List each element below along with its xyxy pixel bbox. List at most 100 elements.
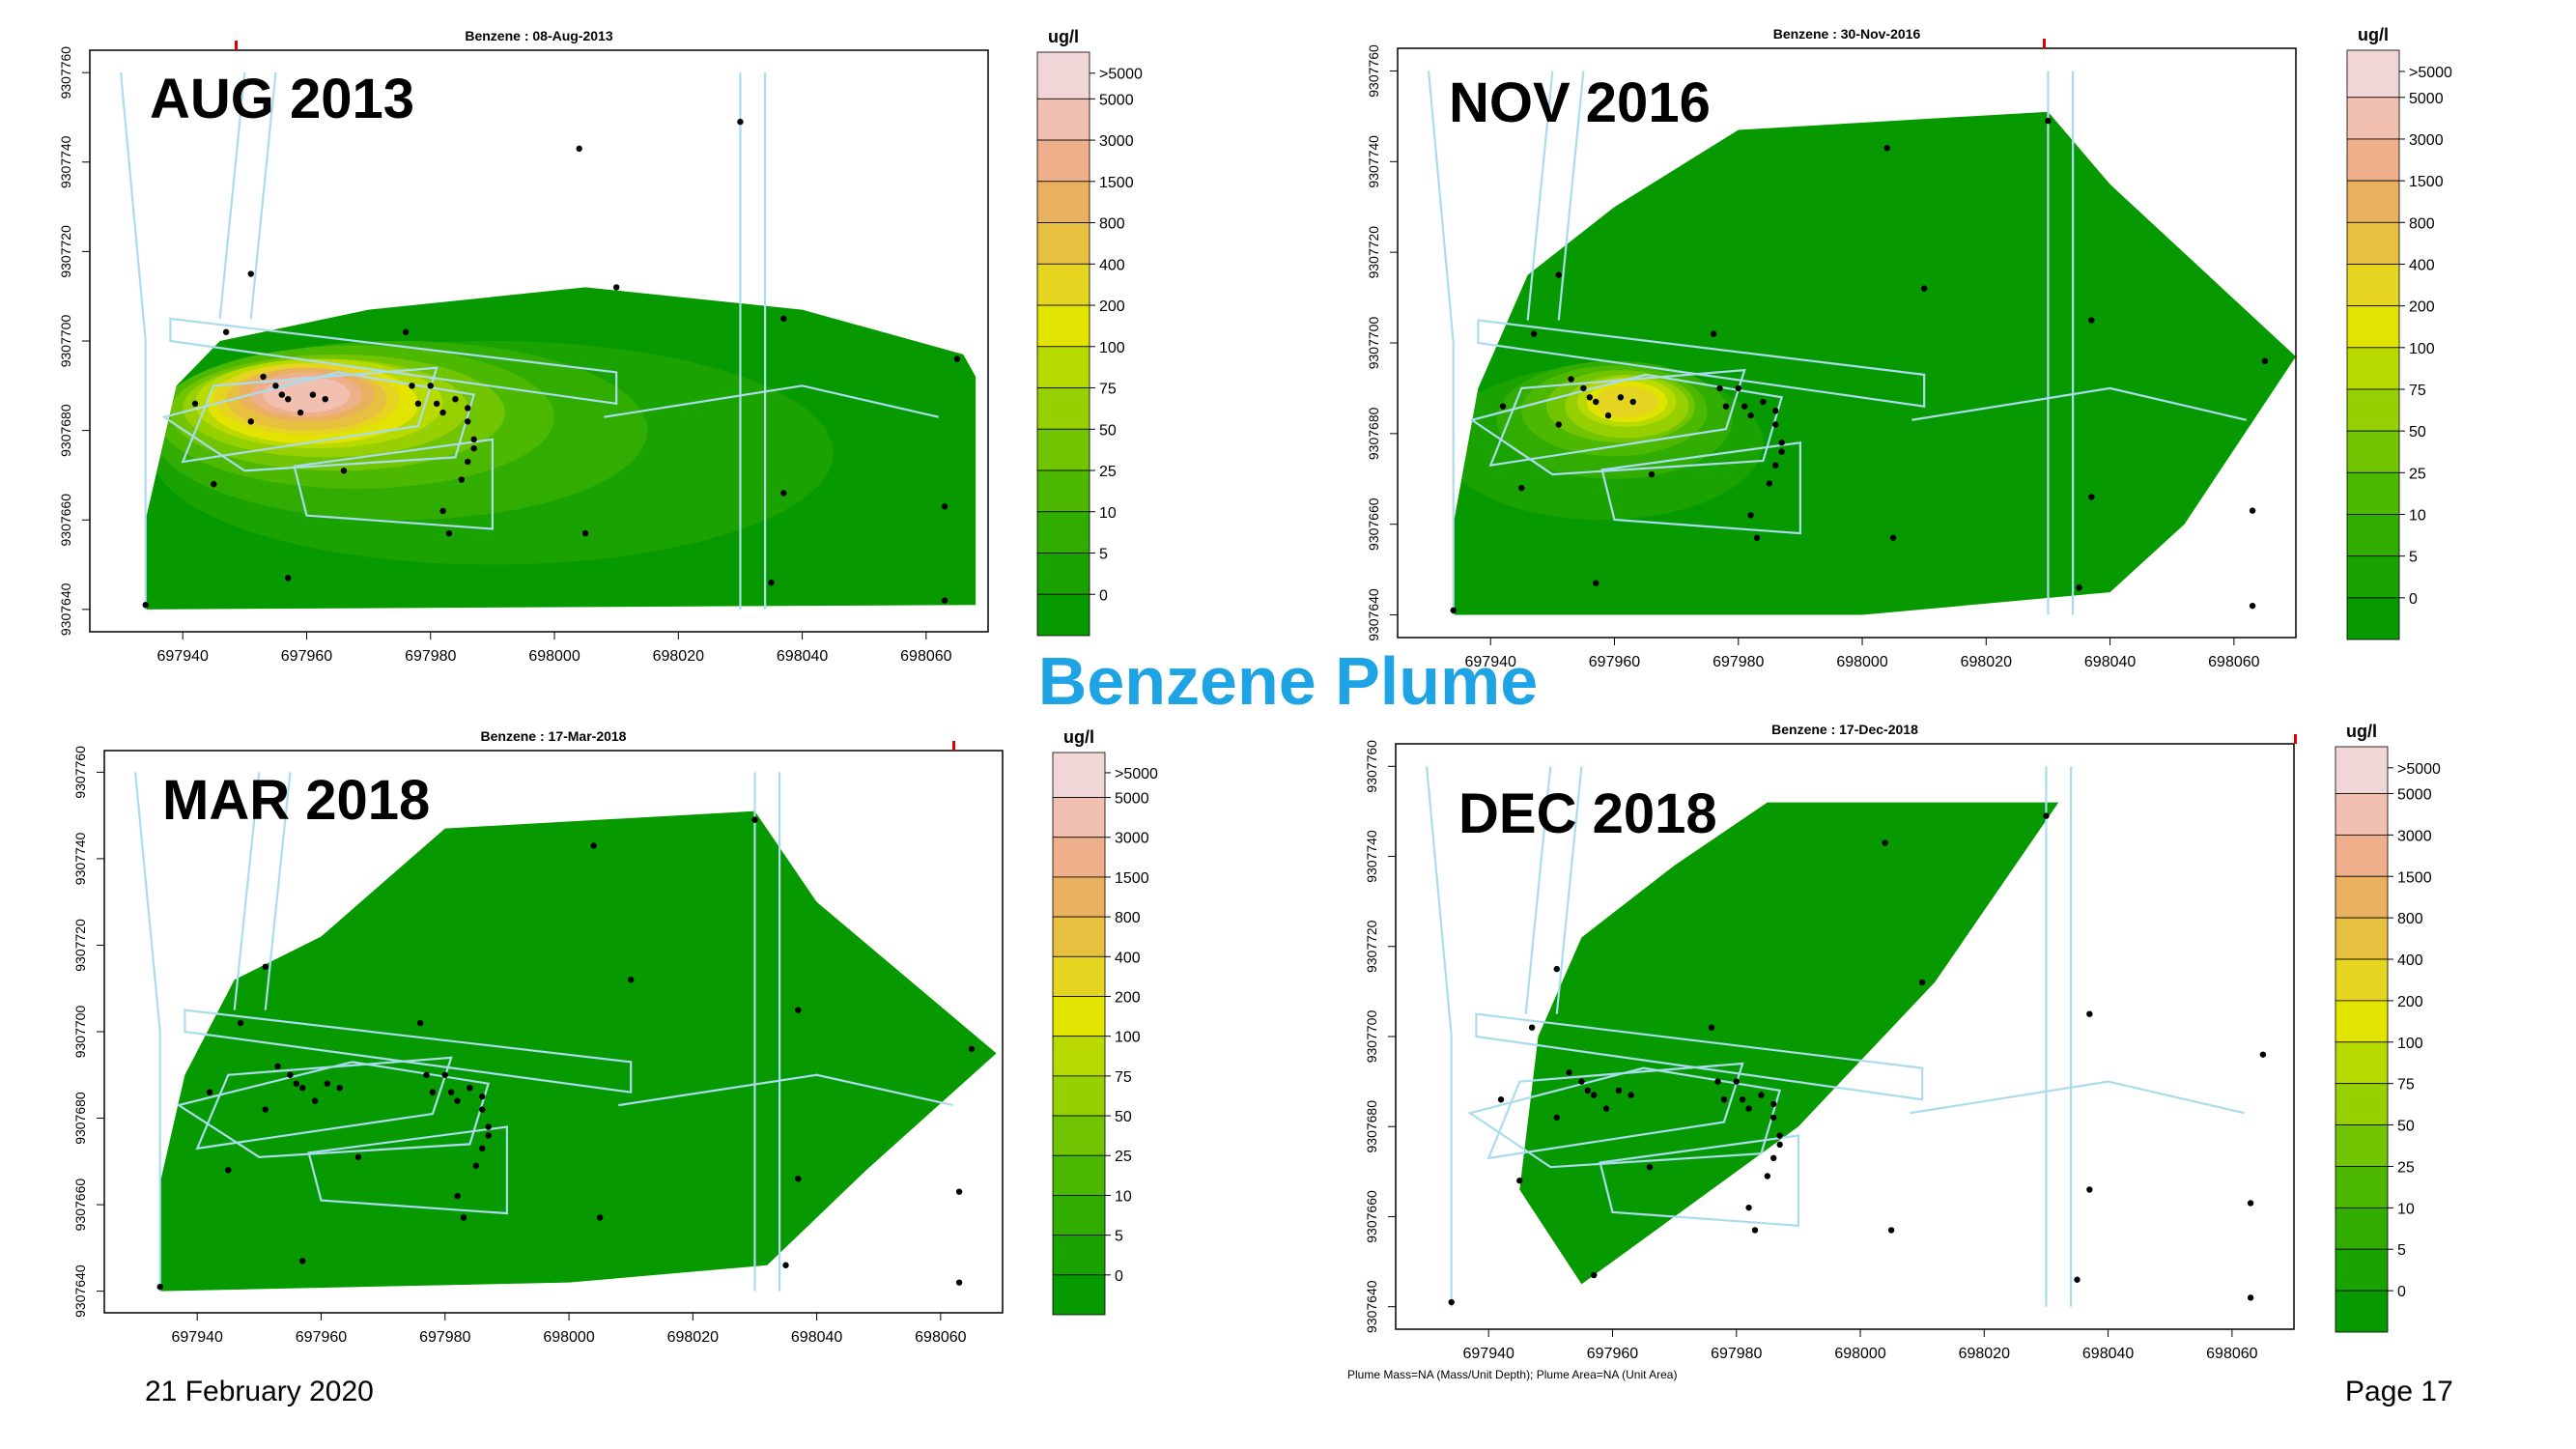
x-tick-label: 698040 [777,648,828,665]
legend-swatch [2346,597,2400,640]
monitoring-well [1604,412,1612,419]
legend-level-label: 5000 [2409,91,2444,107]
monitoring-well [479,1093,486,1100]
monitoring-well [272,383,279,389]
legend-swatch [1036,304,1090,348]
site-outline [119,72,939,610]
site-outline [1524,766,1583,1014]
monitoring-well [1745,1204,1752,1211]
legend-swatch [1036,346,1090,388]
monitoring-well [1735,384,1741,392]
monitoring-well [795,1007,802,1013]
monitoring-well [467,1085,473,1092]
monitoring-well [324,1080,331,1087]
monitoring-well [1450,607,1457,614]
y-tick-label: 9307640 [1364,1280,1379,1333]
plume-contours [1453,360,1764,521]
monitoring-well [237,1019,244,1027]
site-outline [133,772,953,1292]
site-outline [1427,71,2247,615]
monitoring-well [1578,1078,1585,1085]
monitoring-well [1741,403,1748,410]
legend-level-label: 25 [1115,1149,1132,1165]
monitoring-well [1760,398,1767,406]
plot-title: Benzene : 30-Nov-2016 [1773,26,1921,42]
y-tick-label: 9307760 [1364,740,1379,793]
legend-level-label: 800 [2409,215,2435,232]
x-tick-label: 698040 [791,1329,842,1346]
monitoring-well [795,1176,802,1182]
plot-area [1425,766,2267,1307]
legend-level-label: 10 [1115,1188,1132,1205]
monitoring-well [1586,394,1594,401]
y-tick-label: 9307740 [72,832,88,885]
legend-swatch [2346,49,2400,99]
monitoring-well [1722,403,1730,410]
legend-swatch [1052,1075,1106,1117]
monitoring-well [1764,1173,1771,1179]
legend-level-label: 800 [1099,216,1125,233]
monitoring-well [782,1262,789,1268]
legend-level-label: 25 [2397,1159,2415,1176]
monitoring-well [427,383,434,389]
y-tick-label: 9307680 [72,1092,88,1145]
y-tick-label: 9307640 [72,1264,88,1318]
y-tick-label: 9307700 [1364,1010,1379,1064]
x-tick-label: 697980 [1713,654,1764,670]
monitoring-well [299,1085,306,1092]
legend-swatch [1036,387,1090,430]
legend-unit: ug/l [2358,25,2389,44]
monitoring-well [156,1283,163,1291]
monitoring-well [465,458,471,466]
legend-swatch [2335,1041,2389,1085]
legend-level-label: 1500 [2397,869,2432,886]
legend-level-label: 75 [1115,1069,1132,1086]
y-tick-label: 9307640 [1366,588,1381,641]
x-tick-label: 697980 [405,648,456,665]
x-tick-label: 697940 [1463,1346,1514,1362]
plot-title: Benzene : 17-Mar-2018 [481,728,627,744]
north-marker [2294,734,2297,744]
monitoring-well [322,396,328,403]
monitoring-well [1751,1227,1759,1234]
monitoring-well [1776,1132,1783,1139]
monitoring-well [1591,1271,1598,1279]
monitoring-well [612,284,620,291]
monitoring-well [2074,1276,2081,1283]
legend-level-label: 10 [1099,505,1117,522]
x-tick-label: 698000 [1836,654,1887,670]
plot-area [1427,71,2296,615]
monitoring-well [479,1145,486,1152]
monitoring-well [955,1188,963,1195]
monitoring-well [1776,1141,1783,1149]
y-tick-label: 9307680 [1364,1100,1379,1153]
monitoring-well [1580,384,1587,392]
monitoring-well [1555,421,1562,428]
legend-level-label: 200 [2397,994,2423,1010]
site-outline [307,1125,508,1215]
legend-swatch [1036,263,1090,306]
period-label: AUG 2013 [150,68,414,130]
monitoring-well [485,1132,492,1139]
y-tick-label: 9307740 [1364,830,1379,883]
monitoring-well [2247,1200,2254,1207]
site-outline [233,772,292,1010]
monitoring-well [470,436,477,443]
legend-level-label: 3000 [2397,828,2432,844]
north-marker [235,41,238,50]
legend-level-label: 1500 [1099,175,1134,191]
monitoring-well [780,315,787,323]
monitoring-well [1617,394,1625,401]
x-tick-label: 697980 [1711,1346,1762,1362]
y-tick-label: 9307660 [58,494,73,547]
monitoring-well [311,1097,319,1104]
monitoring-well [1747,512,1754,519]
legend-swatch [1036,98,1090,141]
monitoring-well [1889,534,1897,541]
period-label: NOV 2016 [1449,71,1711,134]
monitoring-well [409,383,415,389]
legend-swatch [2346,264,2400,307]
